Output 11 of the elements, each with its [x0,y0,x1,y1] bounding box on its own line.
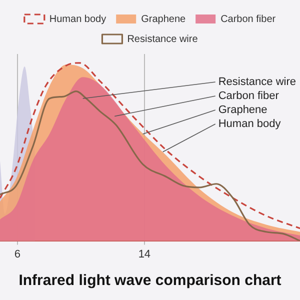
annotation: Graphene [218,104,268,116]
x-tick-label: 14 [138,248,151,260]
annotation: Human body [218,118,282,130]
legend-label: Graphene [141,14,186,25]
legend-label: Resistance wire [127,34,198,45]
legend-label: Carbon fiber [220,14,276,25]
annotation: Carbon fiber [218,90,280,102]
x-tick-label: 6 [14,248,21,260]
text: Infrared light wave comparison chart [18,272,282,290]
legend-label: Human body [49,14,106,25]
annotation: Resistance wire [218,76,296,88]
